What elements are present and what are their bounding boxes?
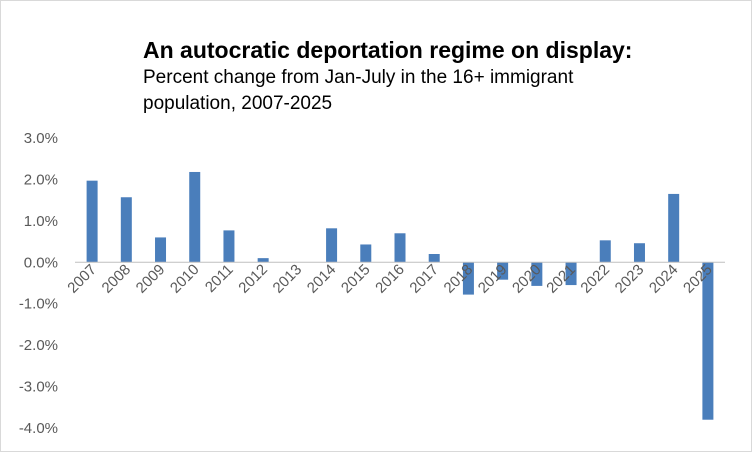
bar-2020	[531, 262, 543, 286]
bar-2015	[360, 244, 372, 263]
x-tick-label: 2014	[304, 261, 340, 297]
bar-2008	[120, 197, 132, 263]
x-tick-label: 2016	[372, 261, 408, 297]
y-tick-label: -4.0%	[19, 420, 58, 437]
x-tick-label: 2008	[99, 261, 135, 297]
y-tick-label: -1.0%	[19, 296, 58, 313]
y-tick-label: -2.0%	[19, 337, 58, 354]
bar-2017	[428, 254, 440, 263]
bar-2014	[326, 228, 338, 263]
bar-2012	[257, 258, 269, 263]
chart-subtitle: Percent change from Jan-July in the 16+ …	[143, 67, 574, 114]
x-tick-label: 2023	[612, 261, 648, 297]
x-tick-label: 2017	[406, 261, 442, 297]
x-tick-label: 2009	[133, 261, 169, 297]
bar-2022	[599, 240, 611, 263]
bar-2007	[86, 180, 98, 263]
bar-2009	[155, 237, 167, 263]
bar-2016	[394, 233, 406, 263]
bar-2018	[462, 262, 474, 295]
y-tick-label: 2.0%	[24, 171, 58, 188]
bar-2021	[565, 262, 577, 286]
y-tick-label: 0.0%	[24, 254, 58, 271]
bar-2025	[702, 262, 714, 420]
bar-2010	[189, 171, 201, 263]
bar-2019	[497, 262, 509, 280]
y-tick-label: 3.0%	[24, 130, 58, 147]
x-tick-label: 2024	[646, 261, 682, 297]
bar-2011	[223, 230, 235, 263]
bar-2024	[668, 193, 680, 263]
x-tick-label: 2007	[64, 261, 100, 297]
y-tick-label: 1.0%	[24, 213, 58, 230]
x-tick-label: 2011	[202, 261, 237, 296]
x-tick-label: 2012	[235, 261, 271, 297]
x-tick-label: 2015	[338, 261, 374, 297]
x-tick-label: 2010	[167, 261, 203, 297]
chart-title: An autocratic deportation regime on disp…	[143, 37, 633, 63]
title-block: An autocratic deportation regime on disp…	[143, 35, 703, 117]
x-tick-label: 2013	[270, 261, 306, 297]
y-tick-label: -3.0%	[19, 379, 58, 396]
bar-2023	[633, 243, 645, 263]
x-tick-label: 2022	[577, 261, 613, 297]
